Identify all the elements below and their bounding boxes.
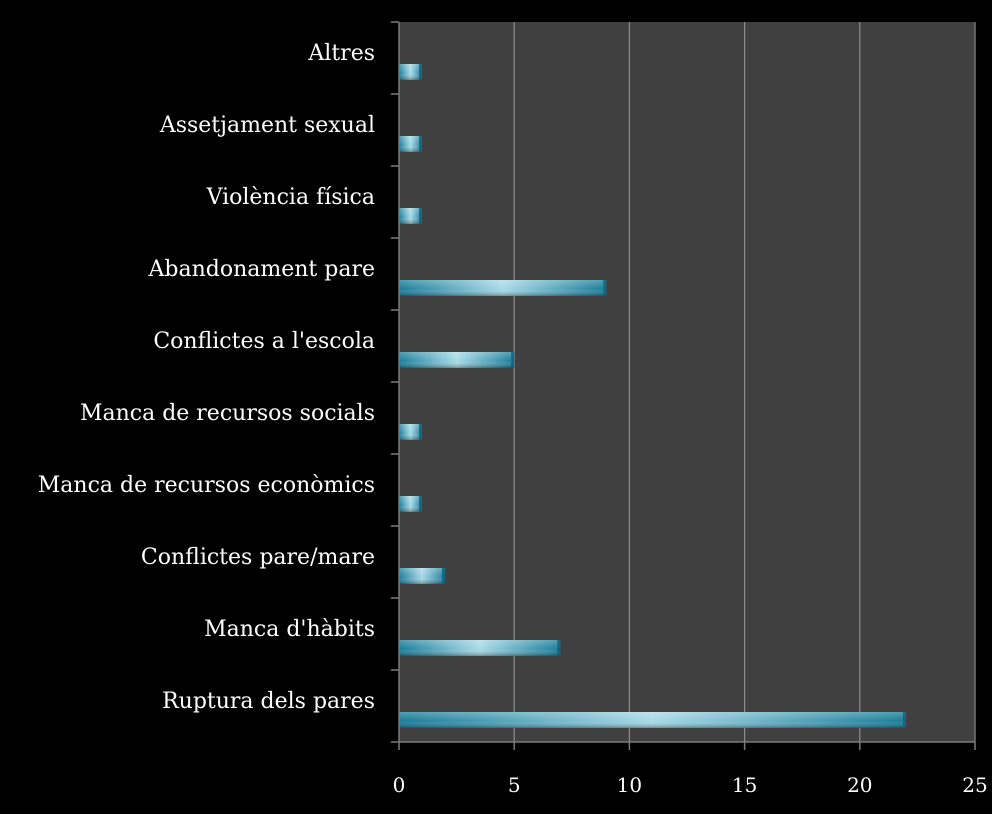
x-tick-label: 10 — [617, 773, 642, 797]
bar-end — [419, 64, 423, 80]
bar-3 — [399, 280, 607, 296]
x-tick-label: 20 — [847, 773, 872, 797]
bar-shade — [399, 136, 423, 152]
category-label: Assetjament sexual — [159, 113, 375, 138]
bar-end — [511, 352, 515, 368]
bar-end — [419, 136, 423, 152]
category-label: Ruptura dels pares — [162, 689, 375, 714]
x-tick-label: 0 — [393, 773, 406, 797]
bar-9 — [399, 712, 906, 728]
bar-8 — [399, 640, 561, 656]
bar-2 — [399, 208, 423, 224]
x-tick-labels: 0 5 10 15 20 25 — [393, 773, 988, 797]
category-label: Conflictes a l'escola — [153, 329, 375, 354]
bar-shade — [399, 208, 423, 224]
x-tick-label: 25 — [962, 773, 987, 797]
category-label: Violència física — [206, 185, 375, 210]
bar-shade — [399, 712, 906, 728]
bar-end — [442, 568, 446, 584]
bar-4 — [399, 352, 515, 368]
bar-6 — [399, 496, 423, 512]
bar-5 — [399, 424, 423, 440]
x-tick-label: 5 — [508, 773, 521, 797]
bar-shade — [399, 568, 446, 584]
bar-end — [902, 712, 906, 728]
bar-shade — [399, 496, 423, 512]
plot-area — [399, 22, 975, 742]
category-labels: Altres Assetjament sexual Violència física… — [38, 41, 375, 714]
bar-1 — [399, 136, 423, 152]
category-label: Manca d'hàbits — [204, 617, 375, 642]
bars — [399, 64, 906, 728]
bar-shade — [399, 424, 423, 440]
bar-end — [419, 424, 423, 440]
category-label: Altres — [307, 41, 375, 66]
bar-shade — [399, 640, 561, 656]
category-label: Conflictes pare/mare — [141, 545, 375, 570]
gridlines — [513, 22, 976, 742]
bar-end — [603, 280, 607, 296]
bar-shade — [399, 280, 607, 296]
axes — [391, 21, 976, 750]
bar-0 — [399, 64, 423, 80]
bar-end — [419, 496, 423, 512]
bar-end — [557, 640, 561, 656]
x-tick-label: 15 — [732, 773, 757, 797]
bar-shade — [399, 64, 423, 80]
bar-7 — [399, 568, 446, 584]
category-label: Manca de recursos socials — [80, 401, 375, 426]
bar-shade — [399, 352, 515, 368]
bar-end — [419, 208, 423, 224]
category-label: Abandonament pare — [148, 257, 376, 282]
category-label: Manca de recursos econòmics — [38, 473, 375, 498]
